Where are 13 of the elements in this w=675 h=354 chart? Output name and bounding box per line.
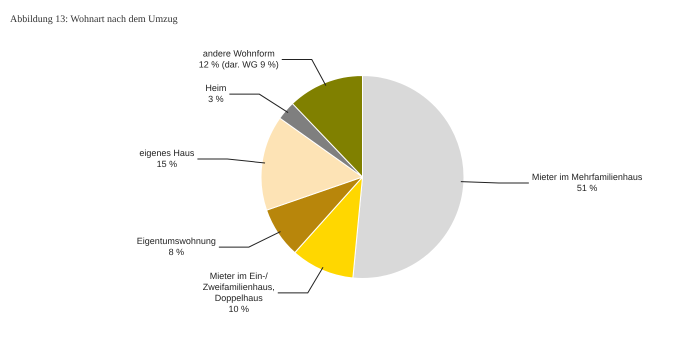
slice-label: Mieter im Ein-/Zweifamilienhaus, Doppelhaus [202, 270, 275, 303]
data-label: 12 % (dar. WG 9 %) [198, 60, 279, 70]
chart-title: Abbildung 13: Wohnart nach dem Umzug [10, 14, 178, 25]
data-label: 51 % [576, 183, 598, 194]
data-label: 8 % [168, 247, 184, 258]
data-label: 3 % [208, 94, 224, 104]
data-label: 10 % [228, 304, 250, 314]
slice-label: Mieter im Mehrfamilienhaus [532, 172, 643, 182]
slice-label: Heim [205, 83, 226, 94]
data-label: 15 % [156, 158, 178, 169]
slice-label: andere Wohnform [202, 48, 275, 59]
slice-label: eigenes Haus [139, 148, 195, 158]
slice-label: Eigentumswohnung [136, 236, 216, 246]
